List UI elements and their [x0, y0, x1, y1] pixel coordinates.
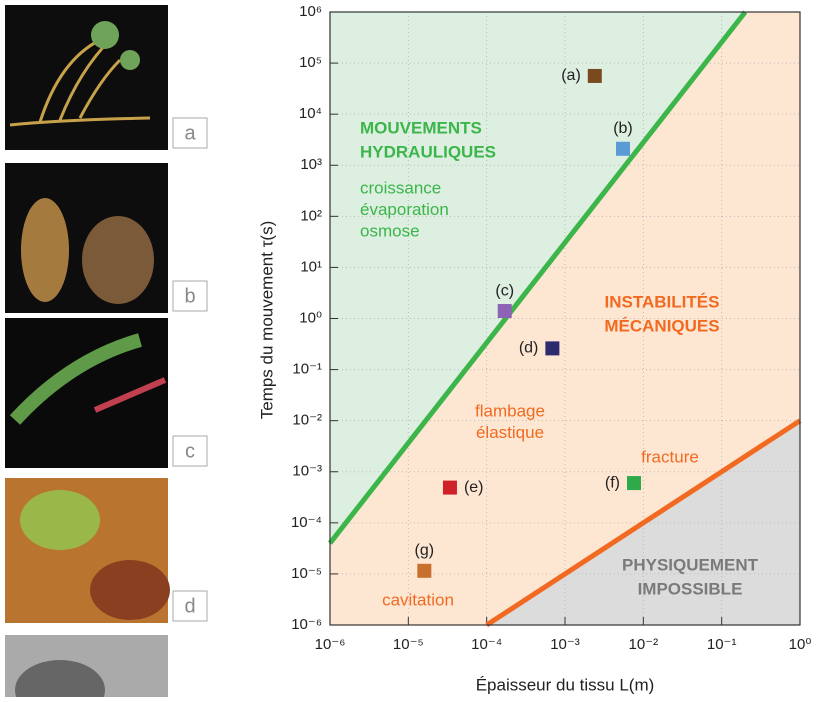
- panel-label: c: [185, 440, 195, 462]
- region-label: flambage: [475, 401, 545, 420]
- photo-d-trap: [20, 490, 100, 550]
- y-tick-label: 10⁴: [299, 105, 322, 122]
- point-label: (f): [605, 474, 620, 491]
- region-label: fracture: [641, 447, 699, 466]
- x-tick-label: 10⁻²: [629, 636, 659, 653]
- region-label: cavitation: [382, 590, 454, 609]
- photo-c-pencil: [93, 377, 167, 413]
- region-label: HYDRAULIQUES: [360, 142, 496, 161]
- point-label: (a): [561, 67, 581, 84]
- y-tick-label: 10⁻¹: [292, 361, 322, 378]
- photo-c-leaf: [9, 333, 142, 425]
- panel-label-box: [172, 590, 208, 622]
- y-tick-label: 10⁻⁶: [291, 616, 322, 633]
- point-label: (c): [495, 282, 514, 299]
- x-tick-label: 10⁻⁶: [315, 636, 346, 653]
- photo-e-shape: [15, 660, 105, 702]
- y-tick-label: 10¹: [300, 258, 322, 275]
- y-tick-label: 10⁻⁴: [291, 514, 322, 531]
- x-tick-label: 10⁻⁴: [471, 636, 502, 653]
- panel-label-box: [172, 280, 208, 312]
- y-tick-label: 10⁰: [299, 309, 322, 326]
- y-tick-label: 10²: [300, 207, 322, 224]
- photo-d-pot: [90, 560, 170, 620]
- y-tick-label: 10⁵: [299, 54, 322, 71]
- boundary-line: [328, 10, 748, 545]
- panel-label-box: [172, 117, 208, 149]
- y-axis-label: Temps du mouvement τ(s): [257, 221, 276, 420]
- point-label: (d): [519, 340, 539, 357]
- data-point: [615, 141, 630, 156]
- plot-frame: [329, 11, 801, 626]
- photo-b-cone: [82, 216, 154, 304]
- region-label: évaporation: [360, 200, 449, 219]
- photo-c: [5, 318, 168, 468]
- panel-label: d: [184, 595, 195, 617]
- data-point: [626, 476, 641, 491]
- panel-label: b: [184, 285, 195, 307]
- data-point: [587, 68, 602, 83]
- region-label: croissance: [360, 178, 441, 197]
- x-tick-label: 10⁻¹: [707, 636, 737, 653]
- y-tick-label: 10³: [300, 156, 322, 173]
- panel-label-box: [172, 435, 208, 467]
- x-axis-label: Épaisseur du tissu L(m): [476, 675, 655, 694]
- point-label: (e): [464, 479, 484, 496]
- x-tick-label: 10⁻⁵: [393, 636, 424, 653]
- photo-a-leaves: [91, 21, 119, 49]
- photo-a-plant: [9, 38, 151, 127]
- y-tick-label: 10⁻²: [292, 412, 322, 429]
- region-label: INSTABILITÉS: [605, 292, 720, 311]
- region-label: IMPOSSIBLE: [638, 579, 743, 598]
- region-label: MOUVEMENTS: [360, 118, 482, 137]
- data-point: [442, 480, 457, 495]
- point-label: (g): [415, 542, 435, 559]
- y-tick-label: 10⁻³: [292, 463, 322, 480]
- panel-label: a: [184, 122, 196, 144]
- photos: [5, 5, 170, 702]
- photo-a-leaves: [120, 50, 140, 70]
- region-label: élastique: [476, 423, 544, 442]
- x-tick-label: 10⁰: [789, 636, 812, 653]
- data-point: [497, 304, 512, 319]
- region-label: MÉCANIQUES: [604, 316, 719, 335]
- region-label: osmose: [360, 221, 420, 240]
- photo-b-cone: [21, 198, 69, 302]
- point-label: (b): [613, 120, 633, 137]
- y-tick-label: 10⁶: [299, 3, 322, 20]
- x-tick-label: 10⁻³: [550, 636, 580, 653]
- region-label: PHYSIQUEMENT: [622, 555, 759, 574]
- photo-a: [5, 5, 168, 150]
- data-point: [417, 563, 432, 578]
- boundary-line: [485, 418, 802, 628]
- y-tick-label: 10⁻⁵: [291, 565, 322, 582]
- data-point: [545, 341, 560, 356]
